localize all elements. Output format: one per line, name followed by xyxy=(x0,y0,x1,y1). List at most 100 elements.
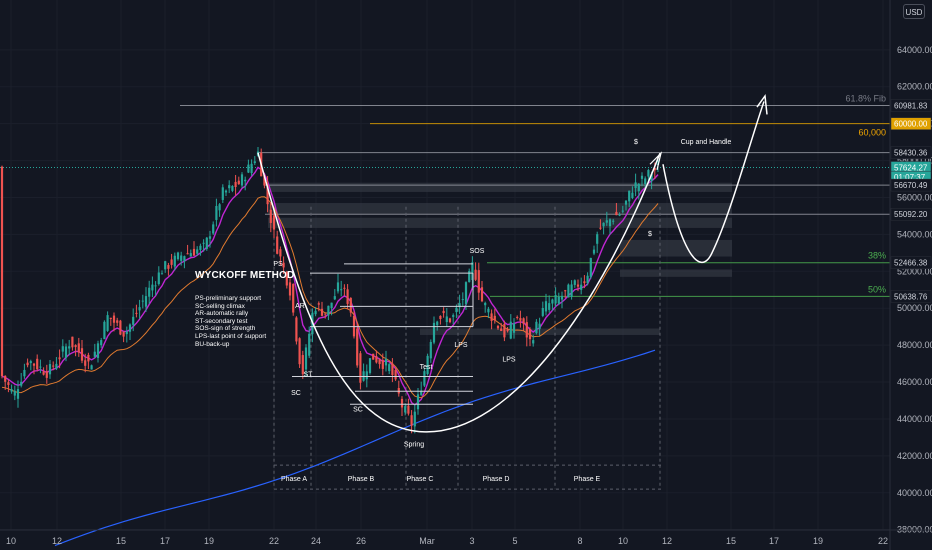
candle-body xyxy=(384,359,388,366)
candle-body xyxy=(173,255,176,267)
price-pill-label: 60981.83 xyxy=(894,102,928,111)
y-tick-label: 40000.00 xyxy=(897,488,932,498)
chart-annotations: Phase A Phase B Phase C Phase D Phase E PS AR S… xyxy=(273,139,731,483)
candle-body xyxy=(125,331,128,335)
price-pill xyxy=(890,256,932,269)
candle-body xyxy=(109,317,112,319)
candle-body xyxy=(631,192,634,199)
candle-body xyxy=(7,382,10,385)
x-tick-label: 19 xyxy=(813,536,823,546)
annotation-label: ST xyxy=(304,372,314,379)
candle-body xyxy=(301,355,304,375)
wyckoff-phase-dividers xyxy=(273,206,662,490)
x-tick-label: Mar xyxy=(419,536,435,546)
price-pill xyxy=(890,99,932,112)
candle-body xyxy=(557,296,560,304)
phase-label: Phase B xyxy=(348,476,375,483)
candle-body xyxy=(368,358,372,373)
candle-body xyxy=(554,294,557,304)
candle-body xyxy=(221,187,224,200)
candle-body xyxy=(474,269,477,280)
candle-body xyxy=(180,255,183,261)
price-pill xyxy=(890,178,932,192)
candle-body xyxy=(487,308,490,313)
candle-body xyxy=(186,253,189,255)
candle-body xyxy=(164,261,167,270)
price-pill-label: 01:07:37 xyxy=(894,173,926,182)
candle-body xyxy=(391,363,394,375)
price-pill-label: 55092.20 xyxy=(894,210,928,219)
candle-body xyxy=(292,284,295,313)
y-tick-label: 58000.00 xyxy=(897,156,932,166)
candle-body xyxy=(0,166,4,377)
candle-body xyxy=(250,163,253,174)
candle-body xyxy=(436,321,439,326)
price-pill-label: 60000.00 xyxy=(894,120,928,129)
phase-label: Phase D xyxy=(483,476,510,483)
candle-body xyxy=(276,236,279,254)
candlestick-series xyxy=(0,146,660,434)
annotation-label: PS xyxy=(273,261,283,268)
candle-body xyxy=(103,321,106,340)
candle-body xyxy=(413,411,416,427)
price-pill-label: 58430.36 xyxy=(894,149,928,158)
candle-body xyxy=(58,357,61,360)
candle-body xyxy=(36,358,39,370)
candle-body xyxy=(167,265,170,269)
candle-body xyxy=(240,174,244,186)
level-label: 50% xyxy=(868,284,886,294)
candle-body xyxy=(279,249,282,257)
candle-body xyxy=(160,273,164,275)
candle-body xyxy=(199,245,202,250)
candle-body xyxy=(327,305,330,316)
candle-body xyxy=(541,308,544,316)
candle-body xyxy=(23,369,26,377)
candle-body xyxy=(93,351,96,357)
currency-button[interactable]: USD xyxy=(903,4,925,19)
x-tick-label: 5 xyxy=(512,536,517,546)
candle-body xyxy=(218,204,221,211)
candle-body xyxy=(224,190,228,193)
candle-body xyxy=(263,175,266,186)
pattern-drawings xyxy=(257,93,768,433)
candle-body xyxy=(637,183,640,192)
candle-body xyxy=(621,210,624,212)
annotation-label: Spring xyxy=(404,442,424,449)
wyckoff-title: WYCKOFF METHOD xyxy=(195,270,295,281)
candle-body xyxy=(410,415,413,426)
candle-body xyxy=(468,271,471,283)
y-tick-label: 56000.00 xyxy=(897,192,932,202)
price-axis: 38000.0040000.0042000.0044000.0046000.00… xyxy=(889,0,932,550)
candle-body xyxy=(317,303,320,305)
candle-body xyxy=(439,315,442,320)
candle-body xyxy=(119,320,122,335)
x-tick-label: 10 xyxy=(618,536,628,546)
candle-body xyxy=(423,371,426,386)
candle-body xyxy=(183,256,186,262)
candle-body xyxy=(448,318,452,323)
ema-slow-line xyxy=(54,349,656,547)
candle-body xyxy=(330,302,333,309)
candle-body xyxy=(16,389,20,399)
candle-body xyxy=(52,365,55,367)
candle-body xyxy=(359,353,362,383)
candle-body xyxy=(77,343,80,353)
horizontal-levels: 61.8% Fib 60,000 38% 50% xyxy=(0,94,890,297)
candle-body xyxy=(55,363,58,369)
price-pill-label: 50638.76 xyxy=(894,292,928,301)
wyckoff-line: SC-selling climax xyxy=(195,302,245,310)
candle-body xyxy=(560,295,564,300)
candle-body xyxy=(112,315,116,323)
zone-box xyxy=(268,217,732,228)
candle-body xyxy=(295,317,298,342)
candle-body xyxy=(151,284,154,291)
y-tick-label: 44000.00 xyxy=(897,414,932,424)
annotation-label: AR xyxy=(295,303,305,310)
level-label: 61.8% Fib xyxy=(845,94,886,104)
candle-body xyxy=(394,369,397,380)
wyckoff-line: LPS-last point of support xyxy=(195,332,267,340)
candle-body xyxy=(596,234,599,244)
y-tick-label: 48000.00 xyxy=(897,340,932,350)
candle-body xyxy=(308,333,311,356)
